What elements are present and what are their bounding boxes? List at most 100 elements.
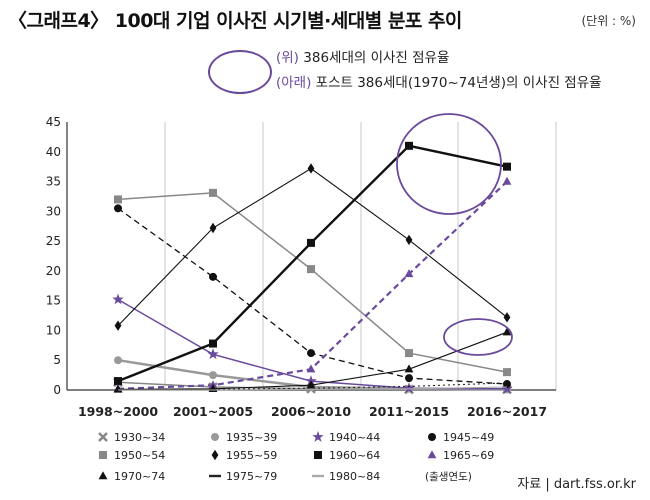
- annotation-line-2: (아래) 포스트 386세대(1970~74년생)의 이사진 점유율: [276, 71, 602, 91]
- data-point: [405, 141, 413, 150]
- legend-item-1955~59: 1955~59: [211, 449, 277, 462]
- y-tick-label: 45: [46, 115, 61, 129]
- data-point: [112, 293, 124, 305]
- data-point: [209, 188, 217, 197]
- x-tick-label: 2001~2005: [173, 404, 253, 419]
- highlight-oval-upper: [396, 113, 502, 215]
- y-tick-label: 15: [46, 294, 61, 308]
- annotation-2-prefix: (아래): [276, 75, 312, 91]
- legend-label: 1960~64: [329, 449, 380, 462]
- legend-swatch: [314, 451, 322, 459]
- data-point: [502, 327, 512, 336]
- legend-label: 1945~49: [443, 431, 494, 444]
- data-point: [501, 382, 513, 394]
- data-point: [405, 374, 413, 383]
- legend-label: 1970~74: [114, 470, 165, 483]
- annotation-1-prefix: (위): [276, 50, 299, 66]
- legend-swatch: [211, 433, 219, 441]
- x-tick-label: 1998~2000: [78, 404, 158, 419]
- legend-item-1940~44: 1940~44: [312, 431, 380, 444]
- series-1960~64: [114, 141, 511, 386]
- legend-item-1930~34: 1930~34: [98, 431, 165, 444]
- legend-swatch: [211, 449, 219, 461]
- x-tick-label: 2011~2015: [369, 404, 449, 419]
- data-point: [307, 265, 315, 274]
- legend-item-1975~79: 1975~79: [209, 470, 277, 483]
- series-line: [117, 167, 508, 327]
- chart-title: 〈그래프4〉 100대 기업 이사진 시기별·세대별 분포 추이: [8, 10, 462, 32]
- y-tick-label: 20: [46, 264, 61, 278]
- series-1945~49: [114, 204, 511, 389]
- data-point: [207, 348, 219, 360]
- legend-label: 1930~34: [114, 431, 165, 444]
- data-point: [113, 384, 123, 393]
- legend-item-1965~69: 1965~69: [427, 449, 494, 462]
- legend-label: 1935~39: [226, 431, 277, 444]
- data-point: [404, 364, 414, 373]
- data-point: [209, 371, 217, 380]
- data-point: [502, 176, 512, 185]
- legend-item-1980~84: 1980~84: [312, 470, 380, 483]
- unit-label: (단위 : %): [581, 14, 636, 28]
- data-point: [503, 162, 511, 171]
- legend-swatch: [99, 451, 107, 459]
- y-tick-label: 0: [53, 383, 61, 397]
- legend-label: 1980~84: [329, 470, 380, 483]
- y-tick-label: 30: [46, 204, 61, 218]
- annotation-legend-oval: [208, 50, 272, 94]
- data-point: [403, 382, 415, 394]
- legend-item-1950~54: 1950~54: [99, 449, 165, 462]
- data-point: [503, 380, 511, 389]
- data-point: [209, 272, 217, 281]
- data-point: [404, 269, 414, 278]
- series-line: [117, 298, 508, 390]
- annotation-2-text: 포스트 386세대(1970~74년생)의 이사진 점유율: [311, 75, 602, 91]
- source-label: 자료 | dart.fss.or.kr: [517, 477, 636, 492]
- legend-label: 1940~44: [329, 431, 380, 444]
- legend-item-1970~74: 1970~74: [98, 470, 165, 483]
- legend-item-1935~39: 1935~39: [211, 431, 277, 444]
- legend-swatch: [427, 450, 437, 459]
- series-1980~84: [118, 386, 508, 391]
- data-point: [209, 222, 217, 234]
- data-point: [114, 356, 122, 365]
- data-point: [114, 195, 122, 204]
- legend-swatch-stroke: [98, 432, 108, 442]
- y-tick-label: 10: [46, 323, 61, 337]
- data-point: [307, 163, 315, 174]
- legend-item-1960~64: 1960~64: [314, 449, 380, 462]
- legend-swatch: [312, 431, 324, 442]
- legend-label: 1975~79: [226, 470, 277, 483]
- data-point: [503, 312, 511, 323]
- annotation-1-text: 386세대의 이사진 점유율: [298, 50, 450, 66]
- legend-swatch: [98, 432, 108, 442]
- data-point: [405, 234, 413, 246]
- legend-label: 1950~54: [114, 449, 165, 462]
- y-tick-label: 35: [46, 175, 61, 189]
- legend-label: 1955~59: [226, 449, 277, 462]
- legend-swatch: [98, 471, 108, 480]
- annotation-line-1: (위) 386세대의 이사진 점유율: [276, 46, 449, 66]
- series-1940~44: [112, 293, 513, 394]
- data-point: [114, 204, 122, 213]
- x-tick-label: 2016~2017: [467, 404, 547, 419]
- legend-item-1945~49: 1945~49: [428, 431, 494, 444]
- data-point: [209, 339, 217, 348]
- series-1955~59: [114, 163, 511, 331]
- data-point: [306, 380, 316, 389]
- data-point: [405, 349, 413, 358]
- data-point: [114, 377, 122, 386]
- legend-swatch: [428, 433, 436, 441]
- data-point: [114, 320, 122, 331]
- series-1950~54: [114, 188, 511, 377]
- y-tick-label: 25: [46, 234, 61, 248]
- legend-note: (출생연도): [425, 471, 472, 483]
- data-point: [306, 364, 316, 373]
- y-tick-label: 40: [46, 145, 61, 159]
- data-point: [307, 349, 315, 358]
- series-line: [118, 386, 508, 391]
- data-point: [503, 368, 511, 377]
- y-tick-label: 5: [53, 353, 61, 367]
- x-tick-label: 2006~2010: [271, 404, 351, 419]
